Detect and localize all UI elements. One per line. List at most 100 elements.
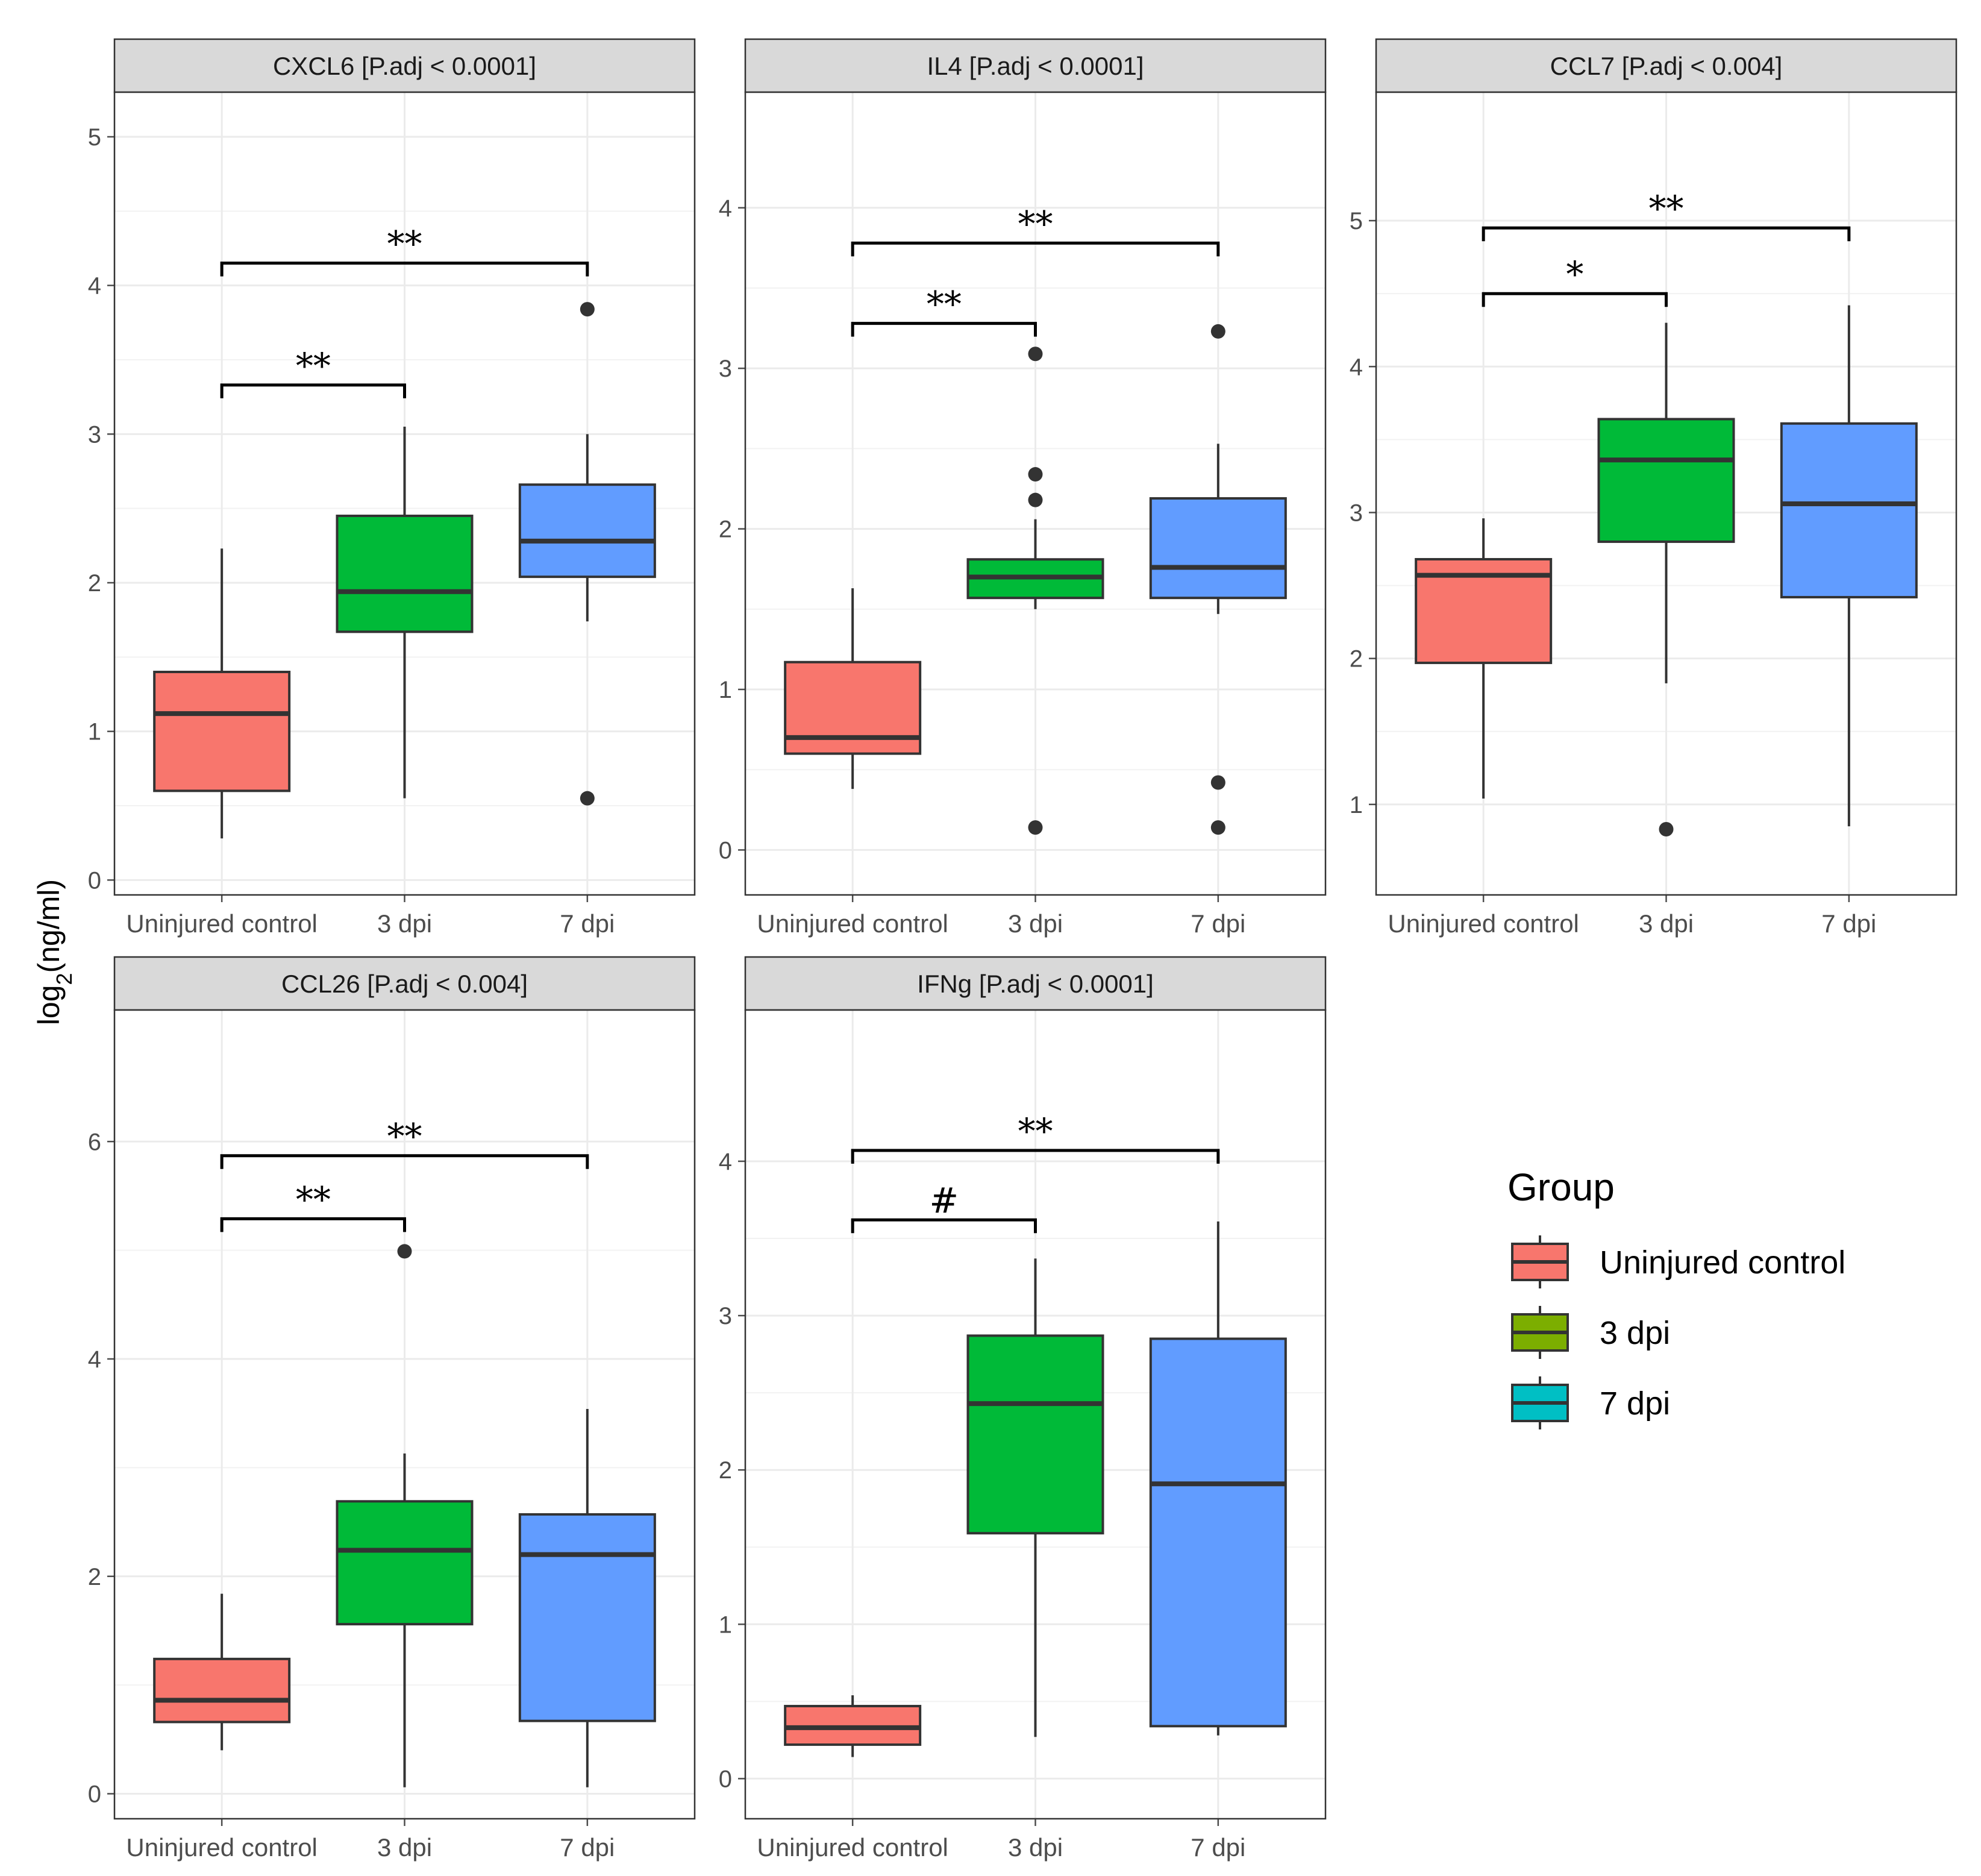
x-tick-label: 7 dpi bbox=[1821, 909, 1876, 938]
x-tick-label: 3 dpi bbox=[1008, 909, 1063, 938]
box-7-dpi bbox=[518, 302, 656, 806]
box-7-dpi bbox=[518, 1408, 656, 1787]
panel-title: CCL26 [P.adj < 0.004] bbox=[281, 970, 528, 998]
box-3-dpi bbox=[336, 427, 474, 798]
x-tick-label: 3 dpi bbox=[377, 1833, 432, 1862]
outlier-point bbox=[1659, 822, 1674, 837]
x-tick-label: Uninjured control bbox=[126, 909, 318, 938]
box-3-dpi bbox=[966, 347, 1104, 835]
outlier-point bbox=[580, 302, 595, 317]
y-tick-label: 3 bbox=[719, 356, 732, 382]
significance-bracket: ** bbox=[220, 1179, 406, 1232]
panel-title: IFNg [P.adj < 0.0001] bbox=[917, 970, 1154, 998]
panel-ccl26: CCL26 [P.adj < 0.004] 0 2 4 6 Uninjured contr… bbox=[88, 956, 696, 1862]
panel-border bbox=[113, 91, 696, 896]
panel-title: CCL7 [P.adj < 0.004] bbox=[1550, 52, 1783, 80]
box-body bbox=[518, 1513, 656, 1722]
y-tick-label: 5 bbox=[1350, 208, 1363, 234]
y-tick-label: 1 bbox=[719, 1611, 732, 1638]
bracket-line bbox=[220, 1154, 589, 1169]
panels: CXCL6 [P.adj < 0.0001] 0 1 2 3 4 5 Uninjured co… bbox=[88, 38, 1958, 1862]
significance-bracket: ** bbox=[220, 345, 406, 398]
box-uninjured-control bbox=[153, 1593, 291, 1751]
bracket-line bbox=[851, 322, 1037, 337]
bracket-line bbox=[220, 383, 406, 398]
outlier-point bbox=[1210, 820, 1225, 835]
significance-label: ** bbox=[387, 1116, 422, 1157]
y-tick-label: 3 bbox=[1350, 500, 1363, 526]
y-tick-label: 4 bbox=[719, 1149, 732, 1175]
legend: Group Uninjured control 3 dpi 7 dpi bbox=[1507, 1165, 1845, 1429]
outlier-point bbox=[1028, 820, 1043, 835]
significance-bracket: ** bbox=[220, 224, 589, 277]
bracket-line bbox=[1482, 292, 1668, 307]
significance-bracket: ** bbox=[851, 203, 1220, 257]
box-body bbox=[1149, 497, 1287, 600]
box-body bbox=[518, 483, 656, 579]
y-tick-label: 2 bbox=[88, 1564, 101, 1590]
x-tick-label: Uninjured control bbox=[126, 1833, 318, 1862]
legend-label: 3 dpi bbox=[1600, 1315, 1670, 1351]
y-tick-label: 4 bbox=[88, 273, 101, 300]
panel-border bbox=[744, 1009, 1327, 1820]
legend-title: Group bbox=[1507, 1165, 1615, 1209]
panel-title: IL4 [P.adj < 0.0001] bbox=[927, 52, 1144, 80]
outlier-point bbox=[397, 1244, 412, 1259]
y-axis-title: log2(ng/ml) bbox=[32, 879, 77, 1025]
x-tick-label: 7 dpi bbox=[560, 1833, 615, 1862]
box-7-dpi bbox=[1780, 305, 1918, 827]
x-tick-label: 7 dpi bbox=[1191, 909, 1245, 938]
y-axis-title-group: log2(ng/ml) bbox=[32, 879, 77, 1025]
y-tick-label: 2 bbox=[719, 1457, 732, 1484]
panel-cxcl6: CXCL6 [P.adj < 0.0001] 0 1 2 3 4 5 Uninjured co… bbox=[88, 38, 696, 938]
box-body bbox=[1597, 418, 1735, 543]
significance-label: ** bbox=[1018, 203, 1053, 244]
y-tick-label: 4 bbox=[1350, 354, 1363, 380]
x-tick-label: Uninjured control bbox=[1388, 909, 1579, 938]
outlier-point bbox=[1028, 347, 1043, 362]
significance-bracket: * bbox=[1482, 254, 1668, 307]
y-tick-label: 2 bbox=[1350, 646, 1363, 673]
legend-entry-uninjured-control: Uninjured control bbox=[1511, 1235, 1845, 1288]
legend-entry-7-dpi: 7 dpi bbox=[1511, 1376, 1670, 1429]
x-tick-label: Uninjured control bbox=[757, 909, 948, 938]
y-tick-label: 2 bbox=[88, 570, 101, 597]
panel-title: CXCL6 [P.adj < 0.0001] bbox=[273, 52, 536, 80]
y-tick-label: 3 bbox=[719, 1303, 732, 1329]
x-tick-label: 3 dpi bbox=[1639, 909, 1694, 938]
significance-label: ** bbox=[296, 1179, 331, 1220]
box-body bbox=[153, 671, 291, 792]
outlier-point bbox=[1210, 324, 1225, 339]
panel-border bbox=[113, 1009, 696, 1820]
outlier-point bbox=[1210, 775, 1225, 790]
y-tick-label: 1 bbox=[88, 719, 101, 745]
legend-label: Uninjured control bbox=[1600, 1244, 1845, 1281]
significance-bracket: # bbox=[851, 1180, 1037, 1234]
box-uninjured-control bbox=[784, 588, 922, 789]
y-tick-label: 0 bbox=[719, 1766, 732, 1792]
panel-strip bbox=[744, 38, 1327, 93]
significance-label: ** bbox=[387, 224, 422, 265]
panel-border bbox=[744, 91, 1327, 896]
box-body bbox=[966, 1334, 1104, 1535]
y-tick-label: 1 bbox=[719, 677, 732, 703]
box-body bbox=[336, 515, 474, 633]
box-uninjured-control bbox=[153, 548, 291, 839]
significance-label: * bbox=[1566, 254, 1583, 295]
panel-strip bbox=[744, 956, 1327, 1011]
x-tick-label: 7 dpi bbox=[1191, 1833, 1245, 1862]
panel-il4: IL4 [P.adj < 0.0001] 0 1 2 3 4 Uninjured contr… bbox=[719, 38, 1327, 938]
box-body bbox=[336, 1500, 474, 1626]
x-tick-label: 3 dpi bbox=[377, 909, 432, 938]
y-tick-label: 0 bbox=[719, 837, 732, 864]
significance-bracket: ** bbox=[220, 1116, 589, 1169]
y-tick-label: 1 bbox=[1350, 792, 1363, 818]
panel-strip bbox=[113, 956, 696, 1011]
box-body bbox=[153, 1657, 291, 1724]
y-tick-label: 6 bbox=[88, 1129, 101, 1155]
bracket-line bbox=[851, 1218, 1037, 1234]
y-tick-label: 0 bbox=[88, 867, 101, 894]
significance-label: # bbox=[930, 1180, 959, 1221]
panel-strip bbox=[1375, 38, 1958, 93]
